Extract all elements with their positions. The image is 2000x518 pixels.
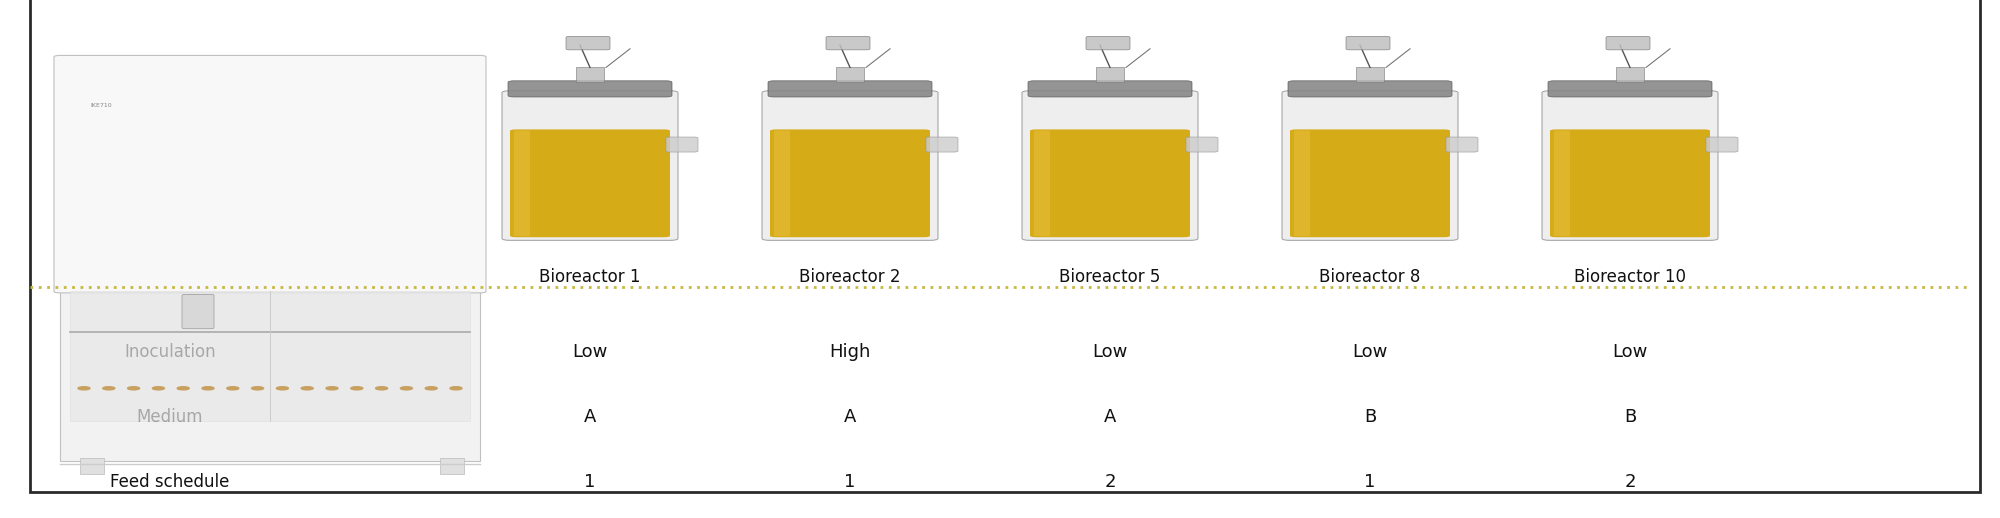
FancyBboxPatch shape — [30, 0, 1980, 492]
Circle shape — [400, 387, 412, 390]
Circle shape — [276, 387, 288, 390]
FancyBboxPatch shape — [836, 67, 864, 82]
Circle shape — [350, 387, 362, 390]
FancyBboxPatch shape — [514, 131, 530, 236]
Circle shape — [426, 387, 438, 390]
FancyBboxPatch shape — [182, 294, 214, 329]
FancyBboxPatch shape — [1356, 67, 1384, 82]
Text: Inoculation: Inoculation — [124, 343, 216, 361]
FancyBboxPatch shape — [926, 137, 958, 152]
Text: 2: 2 — [1624, 473, 1636, 491]
Text: Low: Low — [1612, 343, 1648, 361]
Text: Medium: Medium — [136, 408, 204, 426]
FancyBboxPatch shape — [1616, 67, 1644, 82]
Text: Low: Low — [572, 343, 608, 361]
Text: Feed schedule: Feed schedule — [110, 473, 230, 491]
FancyBboxPatch shape — [1706, 137, 1738, 152]
FancyBboxPatch shape — [1294, 131, 1310, 236]
FancyBboxPatch shape — [666, 137, 698, 152]
FancyBboxPatch shape — [1096, 67, 1124, 82]
Text: A: A — [584, 408, 596, 426]
Circle shape — [128, 387, 140, 390]
Text: IKE710: IKE710 — [90, 103, 112, 108]
Text: 1: 1 — [1364, 473, 1376, 491]
FancyBboxPatch shape — [1548, 81, 1712, 97]
FancyBboxPatch shape — [576, 67, 604, 82]
FancyBboxPatch shape — [762, 91, 938, 240]
Text: A: A — [844, 408, 856, 426]
FancyBboxPatch shape — [70, 291, 470, 421]
Circle shape — [450, 387, 462, 390]
FancyBboxPatch shape — [1086, 36, 1130, 50]
FancyBboxPatch shape — [502, 91, 678, 240]
FancyBboxPatch shape — [508, 81, 672, 97]
FancyBboxPatch shape — [510, 130, 670, 237]
FancyBboxPatch shape — [566, 36, 610, 50]
Circle shape — [226, 387, 238, 390]
FancyBboxPatch shape — [1030, 130, 1190, 237]
FancyBboxPatch shape — [440, 458, 464, 474]
Text: Low: Low — [1352, 343, 1388, 361]
Text: Low: Low — [1092, 343, 1128, 361]
Text: High: High — [830, 343, 870, 361]
FancyBboxPatch shape — [774, 131, 790, 236]
Circle shape — [326, 387, 338, 390]
Circle shape — [78, 387, 90, 390]
Text: Bioreactor 5: Bioreactor 5 — [1060, 268, 1160, 286]
FancyBboxPatch shape — [80, 458, 104, 474]
FancyBboxPatch shape — [54, 55, 486, 293]
FancyBboxPatch shape — [1028, 81, 1192, 97]
FancyBboxPatch shape — [1550, 130, 1710, 237]
Circle shape — [102, 387, 114, 390]
FancyBboxPatch shape — [770, 130, 930, 237]
FancyBboxPatch shape — [60, 57, 480, 461]
Text: 2: 2 — [1104, 473, 1116, 491]
Circle shape — [302, 387, 314, 390]
FancyBboxPatch shape — [1186, 137, 1218, 152]
FancyBboxPatch shape — [1282, 91, 1458, 240]
FancyBboxPatch shape — [1542, 91, 1718, 240]
FancyBboxPatch shape — [768, 81, 932, 97]
Text: A: A — [1104, 408, 1116, 426]
Text: Bioreactor 2: Bioreactor 2 — [800, 268, 900, 286]
Circle shape — [152, 387, 164, 390]
Circle shape — [252, 387, 264, 390]
FancyBboxPatch shape — [1446, 137, 1478, 152]
FancyBboxPatch shape — [1022, 91, 1198, 240]
Text: Bioreactor 10: Bioreactor 10 — [1574, 268, 1686, 286]
Text: Bioreactor 8: Bioreactor 8 — [1320, 268, 1420, 286]
Circle shape — [178, 387, 190, 390]
Circle shape — [376, 387, 388, 390]
Text: 1: 1 — [844, 473, 856, 491]
FancyBboxPatch shape — [1290, 130, 1450, 237]
FancyBboxPatch shape — [826, 36, 870, 50]
FancyBboxPatch shape — [1554, 131, 1570, 236]
Text: 1: 1 — [584, 473, 596, 491]
FancyBboxPatch shape — [1288, 81, 1452, 97]
FancyBboxPatch shape — [1034, 131, 1050, 236]
Text: B: B — [1364, 408, 1376, 426]
Circle shape — [202, 387, 214, 390]
FancyBboxPatch shape — [1606, 36, 1650, 50]
FancyBboxPatch shape — [1346, 36, 1390, 50]
Text: B: B — [1624, 408, 1636, 426]
Text: Bioreactor 1: Bioreactor 1 — [540, 268, 640, 286]
